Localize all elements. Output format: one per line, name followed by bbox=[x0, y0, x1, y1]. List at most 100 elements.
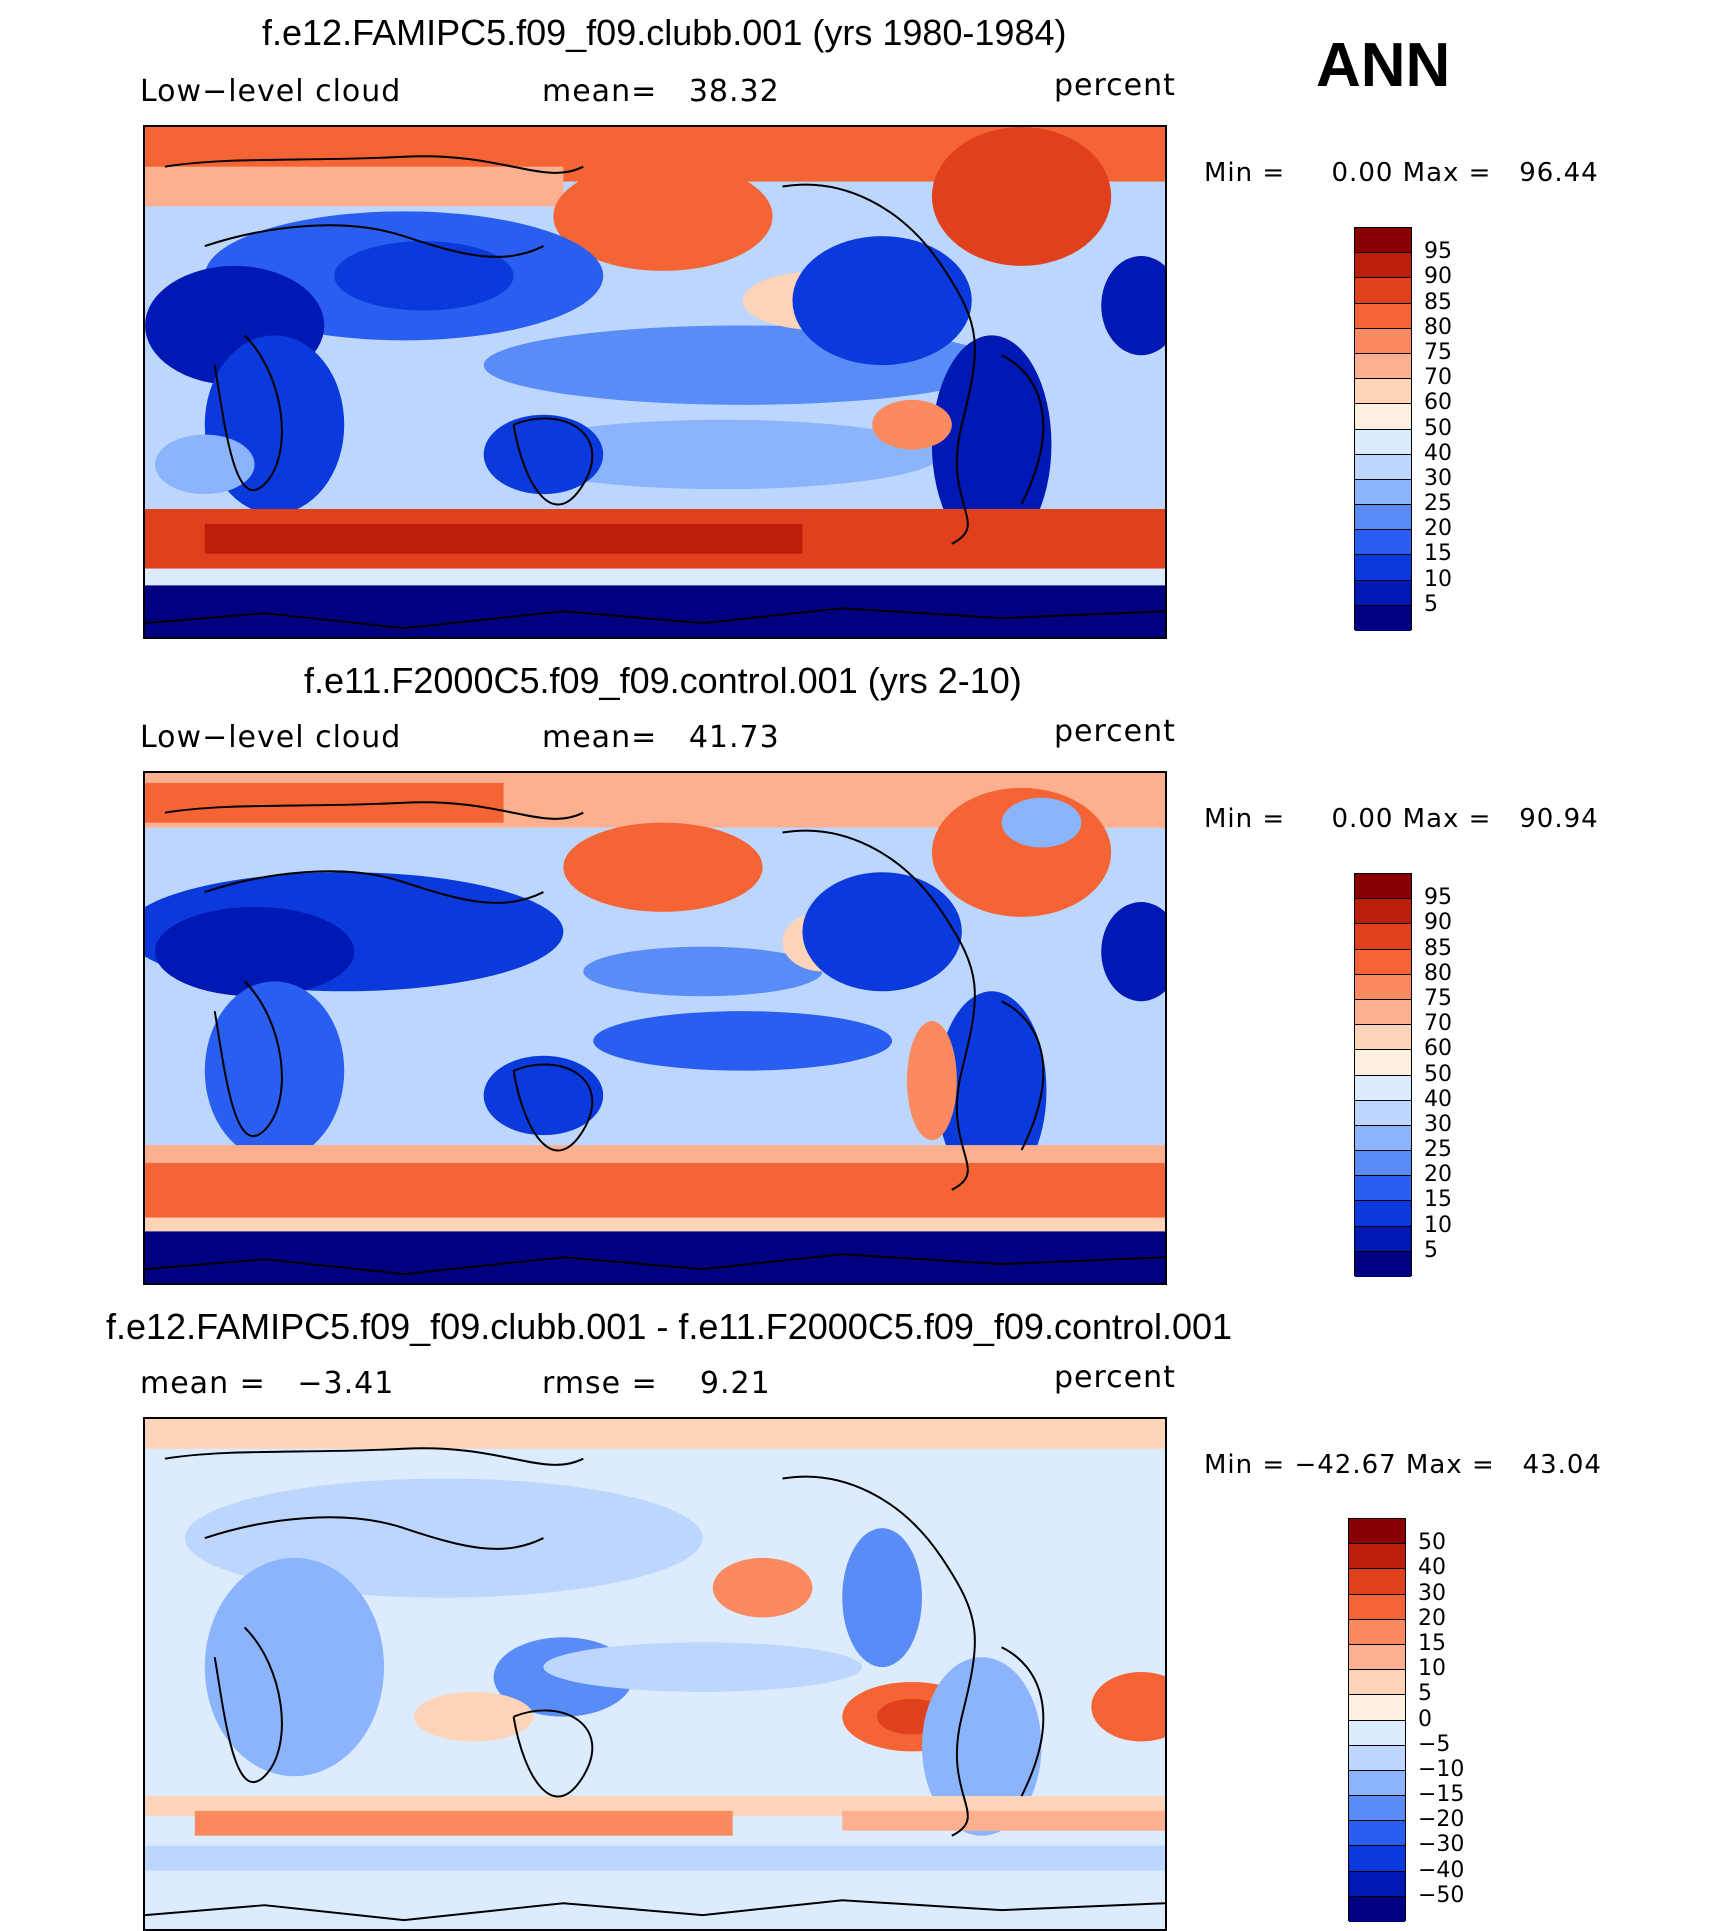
colorbar-tick-label: 25 bbox=[1424, 491, 1452, 517]
panel3-rmse-label: rmse = 9.21 bbox=[542, 1366, 771, 1401]
panel3-title: f.e12.FAMIPC5.f09_f09.clubb.001 - f.e11.… bbox=[106, 1306, 1233, 1347]
colorbar-swatch bbox=[1355, 454, 1411, 480]
colorbar-swatch bbox=[1349, 1745, 1405, 1771]
colorbar-swatch bbox=[1355, 949, 1411, 975]
colorbar-tick-label: 50 bbox=[1424, 415, 1452, 441]
colorbar-swatch bbox=[1349, 1544, 1405, 1570]
colorbar-swatch bbox=[1355, 429, 1411, 455]
colorbar-tick-label: 50 bbox=[1418, 1530, 1446, 1556]
panel2-units-label: percent bbox=[1054, 714, 1176, 749]
panel2-min-max: Min = 0.00 Max = 90.94 bbox=[1204, 804, 1599, 834]
panel2-title: f.e11.F2000C5.f09_f09.control.001 (yrs 2… bbox=[304, 660, 1022, 701]
colorbar-tick-label: 20 bbox=[1424, 516, 1452, 542]
colorbar-tick-label: 70 bbox=[1424, 365, 1452, 391]
colorbar-swatch bbox=[1355, 303, 1411, 329]
colorbar-tick-label: −50 bbox=[1418, 1882, 1465, 1908]
colorbar-tick-label: 25 bbox=[1424, 1137, 1452, 1163]
colorbar-tick-label: 15 bbox=[1424, 541, 1452, 567]
colorbar-tick-label: −20 bbox=[1418, 1807, 1465, 1833]
colorbar-tick-label: −15 bbox=[1418, 1782, 1465, 1808]
colorbar-tick-label: 80 bbox=[1424, 960, 1452, 986]
panel1-min-max: Min = 0.00 Max = 96.44 bbox=[1204, 158, 1599, 188]
colorbar-swatch bbox=[1349, 1695, 1405, 1721]
colorbar-tick-label: 75 bbox=[1424, 985, 1452, 1011]
colorbar-swatch bbox=[1355, 1201, 1411, 1227]
colorbar-swatch bbox=[1349, 1896, 1405, 1922]
panel3-units-label: percent bbox=[1054, 1360, 1176, 1395]
colorbar-swatch bbox=[1349, 1519, 1405, 1545]
colorbar-tick-label: 50 bbox=[1424, 1061, 1452, 1087]
colorbar-tick-label: 90 bbox=[1424, 264, 1452, 290]
colorbar-swatch bbox=[1355, 404, 1411, 430]
colorbar-tick-label: 20 bbox=[1418, 1605, 1446, 1631]
colorbar-swatch bbox=[1355, 580, 1411, 606]
colorbar-swatch bbox=[1355, 1176, 1411, 1202]
panel1-map bbox=[143, 125, 1167, 639]
colorbar-tick-label: 95 bbox=[1424, 885, 1452, 911]
colorbar-tick-label: 80 bbox=[1424, 314, 1452, 340]
panel1-colorbar bbox=[1354, 227, 1412, 631]
colorbar-tick-label: 5 bbox=[1424, 1237, 1438, 1263]
colorbar-swatch bbox=[1355, 899, 1411, 925]
colorbar-swatch bbox=[1355, 530, 1411, 556]
colorbar-tick-label: 85 bbox=[1424, 935, 1452, 961]
colorbar-swatch bbox=[1355, 605, 1411, 631]
colorbar-tick-label: 40 bbox=[1424, 440, 1452, 466]
panel2-map-svg bbox=[145, 773, 1165, 1283]
colorbar-tick-label: −30 bbox=[1418, 1832, 1465, 1858]
colorbar-tick-label: 70 bbox=[1424, 1011, 1452, 1037]
colorbar-tick-label: 10 bbox=[1424, 566, 1452, 592]
colorbar-swatch bbox=[1349, 1821, 1405, 1847]
colorbar-swatch bbox=[1355, 555, 1411, 581]
colorbar-swatch bbox=[1355, 1025, 1411, 1051]
colorbar-swatch bbox=[1355, 1226, 1411, 1252]
panel1-title: f.e12.FAMIPC5.f09_f09.clubb.001 (yrs 198… bbox=[262, 12, 1067, 53]
panel3-colorbar bbox=[1348, 1518, 1406, 1922]
colorbar-tick-label: 40 bbox=[1424, 1086, 1452, 1112]
colorbar-tick-label: 30 bbox=[1424, 1111, 1452, 1137]
panel3-min-max: Min = −42.67 Max = 43.04 bbox=[1204, 1450, 1602, 1480]
colorbar-tick-label: 60 bbox=[1424, 390, 1452, 416]
colorbar-swatch bbox=[1349, 1871, 1405, 1897]
panel3-mean-label: mean = −3.41 bbox=[140, 1366, 395, 1401]
colorbar-tick-label: 20 bbox=[1424, 1162, 1452, 1188]
panel1-mean-label: mean= 38.32 bbox=[542, 74, 780, 109]
colorbar-swatch bbox=[1355, 353, 1411, 380]
colorbar-tick-label: 30 bbox=[1418, 1580, 1446, 1606]
colorbar-tick-label: 90 bbox=[1424, 910, 1452, 936]
colorbar-swatch bbox=[1355, 1125, 1411, 1152]
colorbar-tick-label: 60 bbox=[1424, 1036, 1452, 1062]
colorbar-swatch bbox=[1355, 253, 1411, 279]
colorbar-swatch bbox=[1355, 1075, 1411, 1101]
colorbar-tick-label: 75 bbox=[1424, 339, 1452, 365]
colorbar-swatch bbox=[1355, 1100, 1411, 1126]
colorbar-swatch bbox=[1355, 1050, 1411, 1076]
colorbar-swatch bbox=[1349, 1796, 1405, 1822]
colorbar-swatch bbox=[1355, 1151, 1411, 1177]
colorbar-swatch bbox=[1355, 328, 1411, 354]
colorbar-tick-label: −10 bbox=[1418, 1756, 1465, 1782]
colorbar-swatch bbox=[1349, 1644, 1405, 1671]
colorbar-swatch bbox=[1349, 1720, 1405, 1746]
colorbar-swatch bbox=[1355, 999, 1411, 1026]
panel1-units-label: percent bbox=[1054, 68, 1176, 103]
colorbar-tick-label: 0 bbox=[1418, 1706, 1432, 1732]
colorbar-swatch bbox=[1355, 479, 1411, 506]
colorbar-tick-label: −40 bbox=[1418, 1857, 1465, 1883]
colorbar-tick-label: −5 bbox=[1418, 1731, 1451, 1757]
panel3-map bbox=[143, 1417, 1167, 1931]
colorbar-tick-label: 85 bbox=[1424, 289, 1452, 315]
colorbar-tick-label: 30 bbox=[1424, 465, 1452, 491]
colorbar-swatch bbox=[1349, 1569, 1405, 1595]
colorbar-tick-label: 5 bbox=[1418, 1681, 1432, 1707]
panel1-map-svg bbox=[145, 127, 1165, 637]
panel2-variable-label: Low−level cloud bbox=[140, 720, 402, 755]
colorbar-tick-label: 10 bbox=[1424, 1212, 1452, 1238]
colorbar-swatch bbox=[1355, 974, 1411, 1000]
colorbar-tick-label: 15 bbox=[1418, 1630, 1446, 1656]
panel3-map-svg bbox=[145, 1419, 1165, 1929]
colorbar-tick-label: 15 bbox=[1424, 1187, 1452, 1213]
colorbar-swatch bbox=[1355, 505, 1411, 531]
panel2-map bbox=[143, 771, 1167, 1285]
panel1-variable-label: Low−level cloud bbox=[140, 74, 402, 109]
